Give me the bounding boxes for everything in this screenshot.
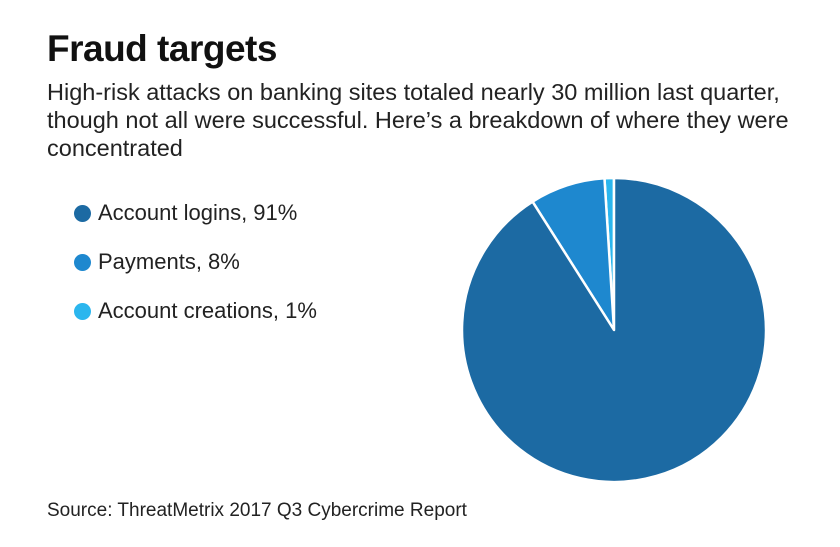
legend-item-account-creations: Account creations, 1%: [74, 298, 317, 323]
chart-subtitle: High-risk attacks on banking sites total…: [47, 79, 789, 161]
legend-swatch-payments: [74, 253, 91, 271]
legend-item-account-logins: Account logins, 91%: [74, 200, 317, 225]
legend-label-account-logins: Account logins, 91%: [98, 200, 298, 225]
pie-slice-account-logins: [460, 176, 768, 484]
legend: Account logins, 91% Payments, 8% Account…: [74, 200, 317, 348]
legend-label-account-creations: Account creations, 1%: [98, 298, 317, 323]
legend-item-payments: Payments, 8%: [74, 249, 317, 274]
pie-chart: [460, 176, 768, 484]
legend-swatch-account-creations: [74, 302, 91, 320]
source-note: Source: ThreatMetrix 2017 Q3 Cybercrime …: [47, 500, 467, 521]
legend-label-payments: Payments, 8%: [98, 249, 240, 274]
pie-slices: [460, 176, 768, 484]
legend-swatch-account-logins: [74, 204, 91, 222]
chart-title: Fraud targets: [47, 28, 277, 69]
